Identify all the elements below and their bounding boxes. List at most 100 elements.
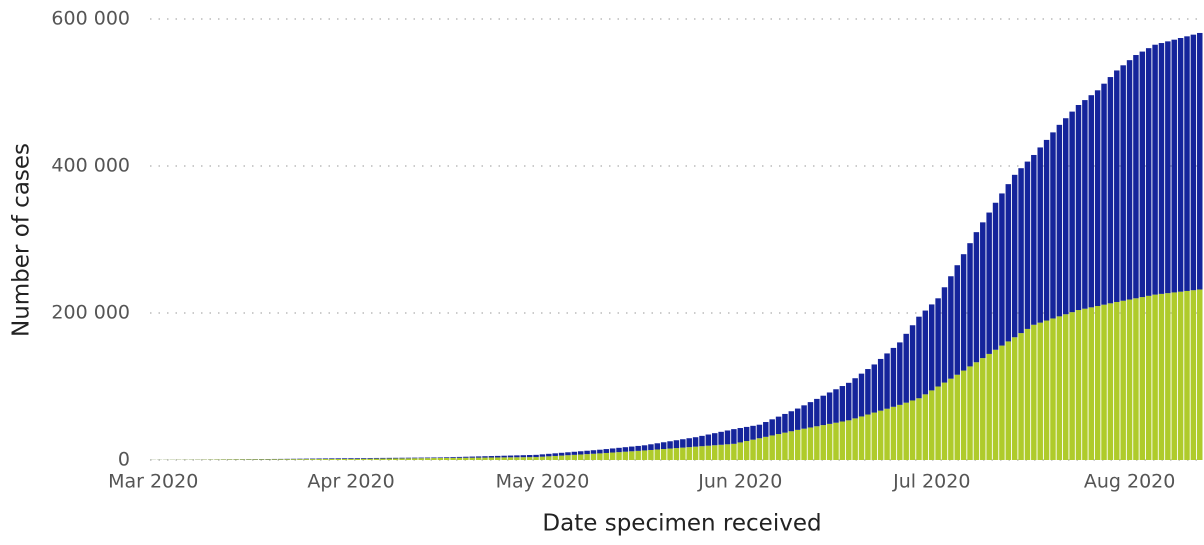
bar	[1088, 307, 1095, 460]
bar	[533, 457, 539, 460]
bar	[807, 402, 814, 428]
bar	[246, 459, 252, 460]
bar	[1184, 36, 1190, 291]
bar	[1120, 65, 1126, 301]
bar	[909, 400, 916, 460]
bar	[380, 457, 386, 459]
bar	[507, 455, 514, 458]
bar	[1063, 314, 1069, 460]
bar	[412, 457, 418, 459]
bar	[992, 202, 999, 350]
x-tick-label: Mar 2020	[108, 471, 198, 493]
bar	[386, 458, 393, 460]
bar	[897, 342, 903, 405]
bar	[1082, 100, 1088, 309]
bar	[316, 459, 322, 460]
bar	[475, 457, 482, 460]
bar	[1043, 139, 1050, 321]
bar	[1171, 292, 1177, 460]
bar	[1152, 294, 1158, 460]
bar	[686, 438, 692, 448]
bar	[1069, 111, 1075, 313]
bar	[890, 347, 897, 407]
bar	[737, 442, 744, 460]
bar	[846, 382, 852, 421]
bar	[673, 440, 680, 449]
bar	[1145, 48, 1152, 296]
bar	[712, 445, 718, 460]
bar	[928, 390, 935, 460]
bar	[226, 459, 233, 460]
bar	[1011, 174, 1018, 338]
bar	[1177, 38, 1184, 292]
bar	[590, 450, 597, 454]
bar	[482, 457, 488, 460]
bar	[884, 353, 890, 409]
bar	[641, 445, 648, 451]
bar	[641, 450, 648, 460]
bar	[1005, 341, 1012, 460]
bar	[897, 404, 903, 460]
bar	[660, 449, 667, 460]
bar	[399, 458, 405, 460]
bar	[386, 457, 393, 459]
bar	[329, 458, 335, 459]
bar	[871, 412, 878, 460]
bar	[565, 452, 571, 456]
bar	[1197, 289, 1203, 460]
bar	[373, 457, 380, 459]
bar	[456, 457, 463, 460]
bar	[450, 457, 456, 460]
bar	[980, 358, 986, 460]
bar	[329, 458, 335, 460]
bar	[1114, 70, 1120, 302]
bar	[839, 421, 846, 460]
bar	[635, 450, 641, 460]
bar	[877, 358, 884, 411]
y-axis-title: Number of cases	[9, 143, 35, 337]
bar	[335, 458, 341, 459]
x-tick-label: Jul 2020	[892, 471, 970, 493]
bar	[392, 458, 399, 460]
bar	[424, 457, 431, 459]
bar	[1126, 60, 1133, 300]
bar	[922, 310, 929, 395]
bar	[501, 457, 507, 460]
bar	[705, 445, 712, 460]
bar	[463, 457, 469, 460]
bar	[622, 447, 629, 452]
bar	[928, 304, 935, 391]
bar	[546, 453, 552, 457]
bar	[616, 447, 622, 453]
y-tick-label: 600 000	[51, 8, 130, 30]
bar	[731, 443, 737, 460]
bar	[603, 449, 609, 453]
bar	[431, 457, 437, 459]
bar	[826, 423, 833, 460]
bar	[1018, 333, 1024, 460]
bar	[788, 431, 795, 460]
bar	[552, 455, 558, 460]
bar	[609, 448, 616, 453]
bar	[239, 459, 246, 460]
bar	[443, 457, 450, 460]
bar	[960, 370, 967, 460]
bar	[1152, 44, 1158, 295]
bar	[1158, 293, 1165, 460]
bar	[980, 222, 986, 359]
bar	[616, 452, 622, 460]
bar	[577, 454, 584, 460]
bar	[667, 448, 673, 460]
bar	[590, 453, 597, 460]
bar	[992, 349, 999, 460]
bar	[909, 325, 916, 401]
bar	[1133, 55, 1139, 299]
bar	[520, 455, 527, 458]
bar	[731, 429, 737, 444]
bar	[782, 413, 788, 433]
x-tick-label: Apr 2020	[307, 471, 394, 493]
y-tick-label: 400 000	[51, 155, 130, 177]
bar	[724, 430, 731, 445]
bar	[846, 420, 852, 460]
bar	[514, 457, 520, 460]
